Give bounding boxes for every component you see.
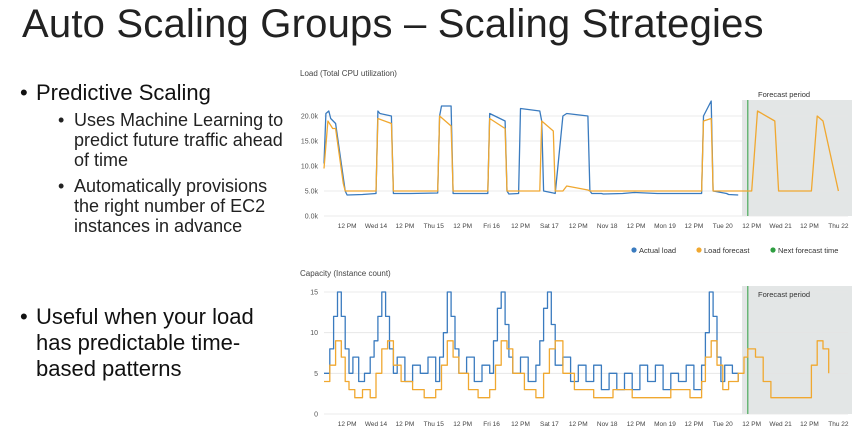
- slide-title: Auto Scaling Groups – Scaling Strategies: [22, 2, 764, 46]
- x-tick-label: 12 PM: [569, 223, 588, 230]
- series-actual-line: [324, 291, 739, 391]
- chart-title: Capacity (Instance count): [300, 269, 391, 278]
- x-tick-label: Nov 18: [597, 421, 618, 428]
- forecast-shade: [742, 100, 852, 216]
- x-tick-label: Nov 18: [597, 223, 618, 230]
- x-tick-label: Wed 14: [365, 223, 388, 230]
- y-tick-label: 0: [314, 412, 318, 419]
- x-tick-label: Wed 21: [769, 421, 792, 428]
- x-tick-label: 12 PM: [511, 223, 530, 230]
- chart-legend: Actual load Load forecast Next forecast …: [631, 246, 838, 255]
- x-tick-label: Wed 14: [365, 421, 388, 428]
- y-tick-label: 10.0k: [301, 164, 319, 171]
- bullet-dot-icon: •: [58, 110, 65, 130]
- y-tick-label: 10: [310, 330, 318, 337]
- x-tick-label: 12 PM: [569, 421, 588, 428]
- x-tick-label: 12 PM: [800, 223, 819, 230]
- y-tick-label: 0.0k: [305, 214, 319, 221]
- load-chart: Load (Total CPU utilization) 0.0k 5.0k 10.…: [300, 69, 852, 255]
- x-tick-label: Thu 22: [828, 421, 849, 428]
- bullet-dot-icon: •: [58, 176, 65, 196]
- x-tick-label: Thu 15: [424, 223, 445, 230]
- x-tick-label: Sat 17: [540, 421, 559, 428]
- x-tick-label: 12 PM: [338, 421, 357, 428]
- y-tick-label: 5.0k: [305, 189, 319, 196]
- legend-next-swatch: [770, 247, 776, 253]
- bullet-useful-when: • Useful when your load has predictable …: [20, 304, 290, 382]
- bullet-list: • Predictive Scaling • Uses Machine Lear…: [20, 80, 290, 242]
- series-actual-line: [323, 100, 739, 196]
- y-tick-label: 15: [310, 290, 318, 297]
- legend-forecast-label: Load forecast: [704, 246, 750, 255]
- x-tick-label: Mon 19: [654, 223, 676, 230]
- legend-next-label: Next forecast time: [778, 246, 838, 255]
- x-tick-label: Fri 16: [483, 223, 500, 230]
- x-tick-label: 12 PM: [684, 421, 703, 428]
- bullet-predictive-scaling: • Predictive Scaling: [20, 80, 290, 106]
- x-tick-label: 12 PM: [396, 421, 415, 428]
- x-tick-label: Mon 19: [654, 421, 676, 428]
- sub-bullet-text: Automatically provisions the right numbe…: [74, 176, 268, 236]
- x-tick-label: 12 PM: [627, 223, 646, 230]
- forecast-label: Forecast period: [758, 90, 810, 99]
- x-tick-label: 12 PM: [453, 421, 472, 428]
- x-tick-label: 12 PM: [396, 223, 415, 230]
- legend-actual-label: Actual load: [639, 246, 676, 255]
- bullet-main-text: Predictive Scaling: [36, 80, 211, 105]
- sub-bullet-list: • Uses Machine Learning to predict futur…: [58, 110, 290, 236]
- y-tick-label: 15.0k: [301, 139, 319, 146]
- x-tick-label: Fri 16: [483, 421, 500, 428]
- forecast-label: Forecast period: [758, 290, 810, 299]
- forecast-shade: [742, 286, 852, 414]
- x-tick-label: Tue 20: [713, 421, 733, 428]
- sub-bullet-item: • Automatically provisions the right num…: [58, 176, 290, 236]
- series-forecast-line: [324, 340, 830, 399]
- x-tick-label: Thu 22: [828, 223, 849, 230]
- x-tick-label: 12 PM: [742, 223, 761, 230]
- legend-forecast-swatch: [696, 247, 702, 253]
- sub-bullet-text: Uses Machine Learning to predict future …: [74, 110, 284, 170]
- legend-actual-swatch: [631, 247, 637, 253]
- x-tick-label: Tue 20: [713, 223, 733, 230]
- x-tick-label: Thu 15: [424, 421, 445, 428]
- chart-title: Load (Total CPU utilization): [300, 69, 397, 78]
- bullet-dot-icon: •: [20, 80, 28, 105]
- x-tick-label: 12 PM: [338, 223, 357, 230]
- bullet-dot-icon: •: [20, 304, 28, 329]
- series-forecast-line: [323, 110, 840, 192]
- x-tick-label: 12 PM: [453, 223, 472, 230]
- bullet-second-text: Useful when your load has predictable ti…: [36, 304, 254, 381]
- x-tick-label: Sat 17: [540, 223, 559, 230]
- sub-bullet-item: • Uses Machine Learning to predict futur…: [58, 110, 290, 170]
- capacity-chart: Capacity (Instance count) 0 5 10 15 12 PM Wed…: [300, 269, 852, 428]
- x-tick-label: 12 PM: [684, 223, 703, 230]
- x-tick-label: Wed 21: [769, 223, 792, 230]
- x-tick-label: 12 PM: [511, 421, 530, 428]
- x-tick-label: 12 PM: [800, 421, 819, 428]
- x-tick-label: 12 PM: [742, 421, 761, 428]
- y-tick-label: 5: [314, 371, 318, 378]
- y-tick-label: 20.0k: [301, 114, 319, 121]
- x-tick-label: 12 PM: [627, 421, 646, 428]
